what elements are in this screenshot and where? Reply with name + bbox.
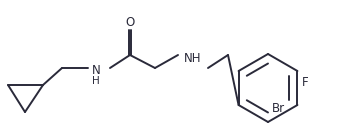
Text: F: F xyxy=(301,76,308,89)
Text: H: H xyxy=(92,76,100,86)
Text: Br: Br xyxy=(272,101,285,115)
Text: NH: NH xyxy=(184,52,201,64)
Text: N: N xyxy=(91,64,101,78)
Text: O: O xyxy=(125,16,135,29)
